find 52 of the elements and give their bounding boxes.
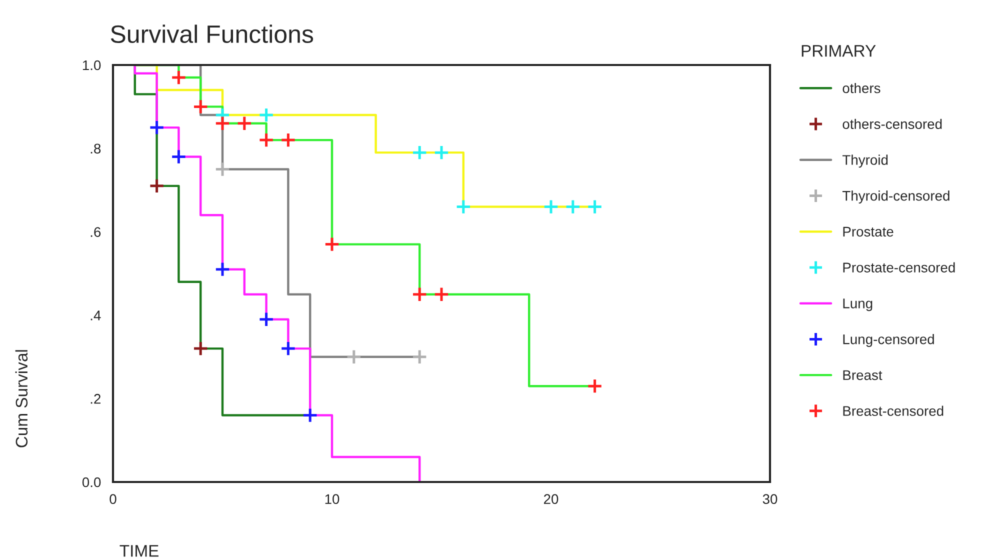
point xyxy=(412,144,428,160)
y-tick-label: .2 xyxy=(90,394,100,404)
x-tick-label: 20 xyxy=(544,494,558,504)
y-tick-label: 0.0 xyxy=(82,477,101,488)
point xyxy=(565,198,581,215)
point xyxy=(456,198,472,215)
x-tick-label: 10 xyxy=(325,494,340,504)
point xyxy=(412,286,428,302)
y-tick-label: 1.0 xyxy=(82,60,101,70)
point xyxy=(192,340,208,356)
y-tick-label: .4 xyxy=(90,310,101,320)
x-tick-label: 30 xyxy=(762,494,778,504)
point xyxy=(214,161,230,178)
point xyxy=(586,198,603,215)
y-tick-label: .8 xyxy=(90,144,101,154)
point xyxy=(214,261,230,278)
y-tick-label: .6 xyxy=(90,227,101,237)
point xyxy=(346,349,362,365)
point xyxy=(434,144,450,160)
legend-label: Lung xyxy=(843,298,872,312)
legend-title: PRIMARY xyxy=(802,45,876,57)
legend-label: Lung-censored xyxy=(843,334,934,347)
x-tick-label: 0 xyxy=(110,494,116,504)
legend-label: Prostate-censored xyxy=(843,262,955,272)
point xyxy=(214,116,230,132)
point xyxy=(170,70,187,86)
point xyxy=(236,116,252,132)
point xyxy=(258,312,274,328)
point xyxy=(148,178,165,194)
point xyxy=(280,340,296,356)
legend-label: Breast xyxy=(843,370,882,380)
legend-label: Thyroid xyxy=(842,154,888,168)
point xyxy=(412,349,428,365)
y-axis-title: Cum Survival xyxy=(15,350,28,448)
legend-label: Prostate xyxy=(843,226,894,237)
point xyxy=(280,132,296,148)
point xyxy=(192,98,208,115)
legend-label: others xyxy=(842,82,880,94)
legend-label: Thyroid-censored xyxy=(842,190,950,204)
legend-label: Breast-censored xyxy=(843,406,944,416)
point xyxy=(302,407,318,424)
point xyxy=(434,286,450,302)
x-axis-title: TIME xyxy=(120,545,158,557)
point xyxy=(324,236,340,252)
chart-title: Survival Functions xyxy=(110,24,314,44)
point xyxy=(170,148,187,165)
legend-label: others-censored xyxy=(842,118,942,130)
point xyxy=(148,120,165,136)
point xyxy=(258,132,274,148)
point xyxy=(586,378,603,394)
point xyxy=(543,198,559,215)
point xyxy=(258,107,274,123)
